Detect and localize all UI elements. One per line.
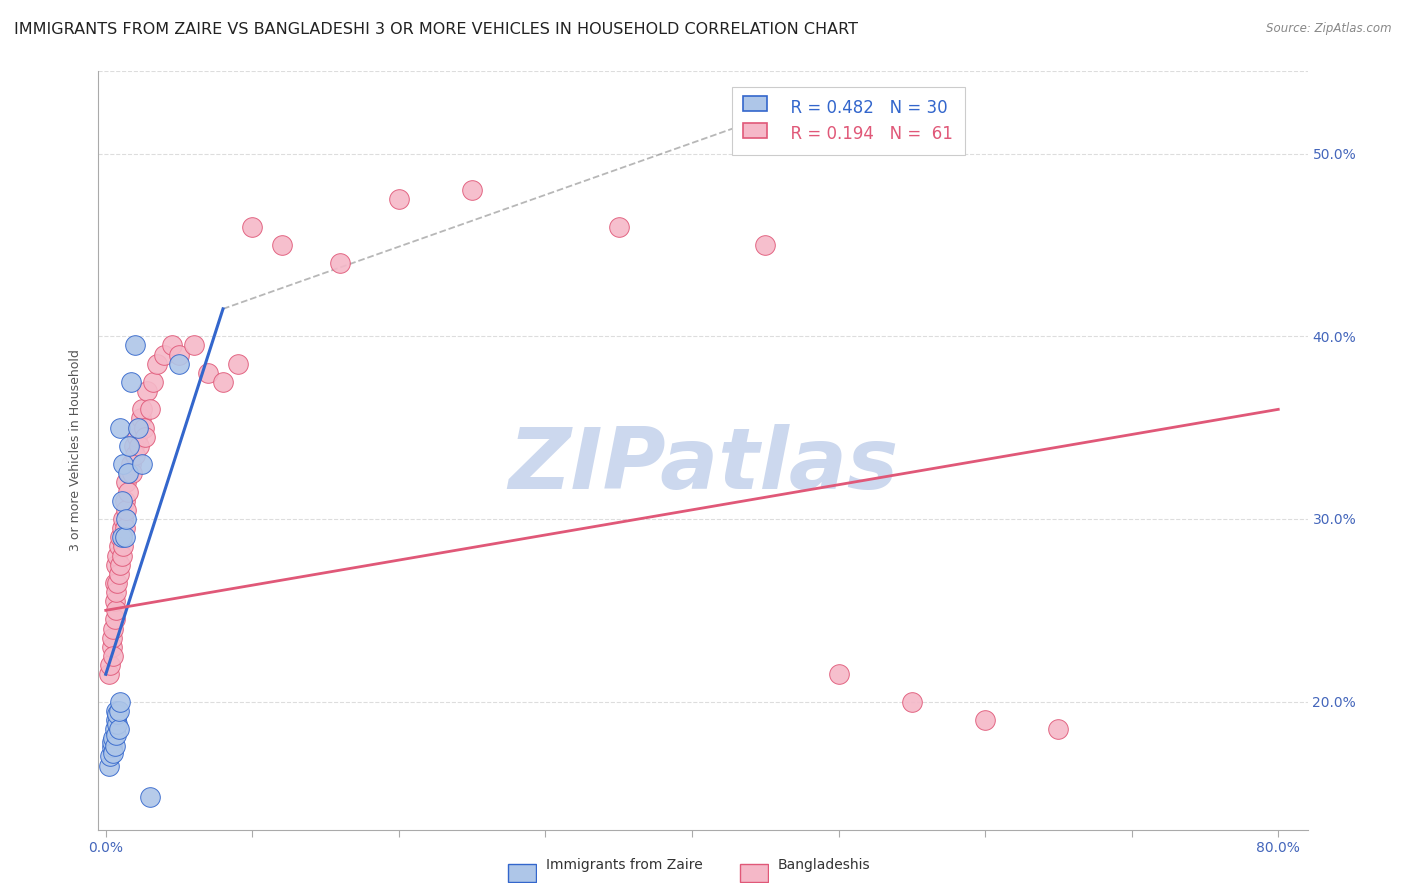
Point — [125, 430, 148, 444]
Point — [329, 256, 352, 270]
Point — [111, 493, 134, 508]
Point — [135, 384, 157, 398]
Point — [142, 375, 165, 389]
Point — [138, 402, 160, 417]
Point — [114, 530, 136, 544]
Point — [103, 575, 125, 590]
Point — [112, 512, 135, 526]
Point — [100, 640, 122, 654]
Point — [111, 521, 134, 535]
Point — [100, 740, 122, 755]
Point — [901, 695, 924, 709]
Point — [115, 512, 138, 526]
Text: IMMIGRANTS FROM ZAIRE VS BANGLADESHI 3 OR MORE VEHICLES IN HOUSEHOLD CORRELATION: IMMIGRANTS FROM ZAIRE VS BANGLADESHI 3 O… — [14, 22, 858, 37]
Point — [108, 722, 131, 736]
Point — [117, 484, 139, 499]
Point — [131, 457, 153, 471]
Point — [183, 338, 205, 352]
Point — [131, 402, 153, 417]
Point — [153, 347, 176, 361]
Point — [110, 558, 132, 572]
Point — [114, 521, 136, 535]
Point — [607, 219, 630, 234]
Point — [129, 411, 152, 425]
Point — [127, 420, 149, 434]
Point — [101, 731, 124, 746]
Point — [212, 375, 235, 389]
Point — [101, 746, 124, 760]
Point — [754, 238, 776, 252]
Point — [103, 594, 125, 608]
Point — [108, 704, 131, 718]
Point — [101, 648, 124, 663]
Point — [121, 467, 143, 481]
Point — [103, 739, 125, 753]
Point — [226, 357, 249, 371]
Point — [110, 420, 132, 434]
Point — [105, 704, 128, 718]
Point — [827, 667, 849, 681]
Point — [110, 695, 132, 709]
Point — [105, 603, 128, 617]
Point — [132, 420, 155, 434]
Point — [118, 467, 141, 481]
Point — [98, 749, 121, 764]
Legend:   R = 0.482   N = 30,   R = 0.194   N =  61: R = 0.482 N = 30, R = 0.194 N = 61 — [731, 87, 965, 155]
Point — [124, 448, 146, 462]
Point — [105, 585, 128, 599]
Point — [112, 540, 135, 554]
Point — [111, 530, 134, 544]
Point — [114, 493, 136, 508]
Point — [97, 667, 120, 681]
Point — [138, 789, 160, 804]
Point — [107, 716, 129, 731]
Point — [105, 727, 128, 741]
Text: Immigrants from Zaire: Immigrants from Zaire — [546, 858, 702, 872]
Point — [118, 439, 141, 453]
Point — [108, 540, 131, 554]
Point — [97, 758, 120, 772]
Point — [107, 549, 129, 563]
Point — [100, 735, 122, 749]
Point — [240, 219, 263, 234]
Point — [105, 558, 128, 572]
Point — [124, 338, 146, 352]
Point — [270, 238, 292, 252]
Text: ZIPatlas: ZIPatlas — [508, 424, 898, 508]
Point — [167, 347, 190, 361]
Point — [98, 658, 121, 673]
Point — [115, 475, 138, 490]
Point — [115, 503, 138, 517]
Text: Bangladeshis: Bangladeshis — [778, 858, 870, 872]
Point — [461, 183, 484, 197]
Point — [111, 549, 134, 563]
Point — [100, 631, 122, 645]
Point — [160, 338, 183, 352]
Point — [388, 192, 411, 206]
Point — [108, 566, 131, 581]
Y-axis label: 3 or more Vehicles in Household: 3 or more Vehicles in Household — [69, 350, 83, 551]
Point — [1047, 722, 1070, 736]
Text: Source: ZipAtlas.com: Source: ZipAtlas.com — [1267, 22, 1392, 36]
Point — [101, 622, 124, 636]
Point — [146, 357, 169, 371]
Point — [128, 439, 150, 453]
Point — [107, 707, 129, 722]
Point — [120, 457, 142, 471]
Point — [103, 722, 125, 736]
Point — [110, 530, 132, 544]
Point — [105, 713, 128, 727]
Point — [127, 420, 149, 434]
Point — [107, 575, 129, 590]
Point — [117, 467, 139, 481]
Point — [122, 439, 145, 453]
Point — [120, 375, 142, 389]
Point — [112, 457, 135, 471]
Point — [167, 357, 190, 371]
Point — [974, 713, 997, 727]
Point — [103, 612, 125, 626]
Point — [134, 430, 156, 444]
Point — [197, 366, 219, 380]
